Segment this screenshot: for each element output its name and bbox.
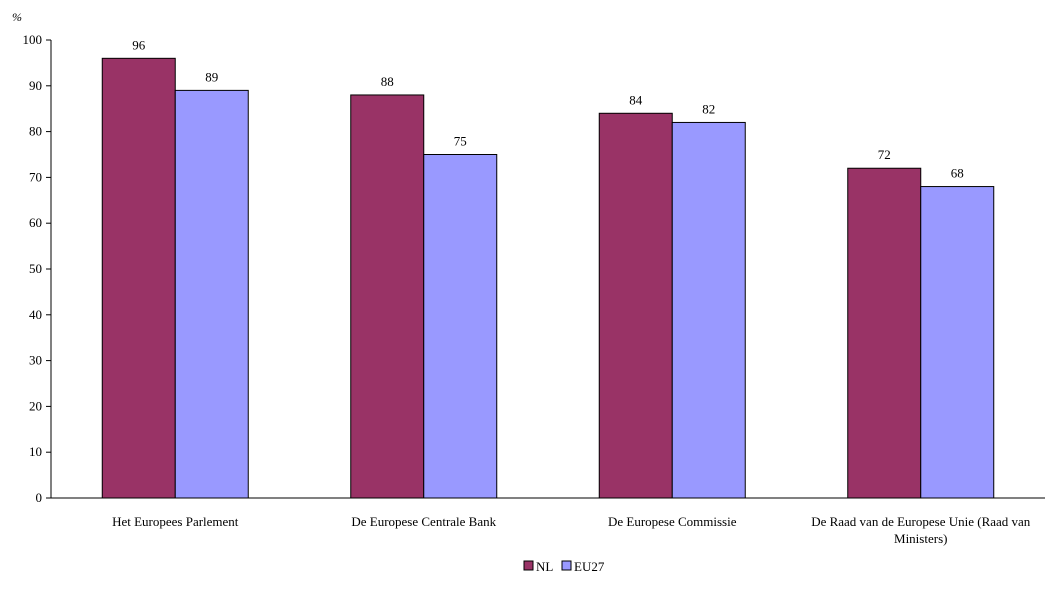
y-axis-label: % (12, 10, 22, 24)
bar-value-label: 75 (454, 134, 467, 149)
y-tick-label: 0 (36, 490, 43, 505)
bar-eu27 (423, 154, 498, 499)
y-tick-label: 60 (29, 215, 42, 230)
x-category-label: De Raad van de Europese Unie (Raad van Mi… (811, 514, 1031, 546)
x-axis-labels: Het Europees Parlement De Europese Centra… (112, 514, 1031, 546)
legend-swatch-nl (523, 560, 534, 571)
bar-nl (847, 167, 922, 499)
bar-value-label: 68 (951, 166, 964, 181)
y-tick-label: 50 (29, 261, 42, 276)
bar-eu27 (671, 121, 746, 499)
bar-nl (598, 112, 673, 499)
y-tick-label: 20 (29, 398, 42, 413)
y-axis-ticks: 0 10 20 30 40 50 60 70 80 90 100 (23, 32, 51, 505)
bar-nl (350, 94, 425, 499)
y-tick-label: 30 (29, 353, 42, 368)
bar-eu27 (920, 186, 995, 499)
bar-value-label: 72 (878, 147, 891, 162)
axes (50, 40, 1045, 499)
x-category-label: De Europese Commissie (608, 514, 737, 529)
bars: 96 89 88 75 84 82 72 68 (101, 37, 995, 499)
bar-nl (101, 57, 176, 499)
bar-value-label: 96 (132, 37, 146, 52)
x-category-label: De Europese Centrale Bank (351, 514, 496, 529)
legend-swatch-eu27 (561, 560, 572, 571)
bar-value-label: 84 (629, 92, 643, 107)
legend-label-eu27: EU27 (574, 559, 605, 574)
legend-label-nl: NL (536, 559, 553, 574)
y-tick-label: 80 (29, 124, 42, 139)
legend: NL EU27 (523, 559, 605, 574)
bar-eu27 (174, 89, 249, 499)
bar-value-label: 88 (381, 74, 394, 89)
y-tick-label: 10 (29, 444, 42, 459)
y-tick-label: 100 (23, 32, 43, 47)
bar-value-label: 89 (205, 69, 218, 84)
y-tick-label: 70 (29, 169, 42, 184)
y-tick-label: 40 (29, 307, 42, 322)
y-tick-label: 90 (29, 78, 42, 93)
bar-value-label: 82 (702, 101, 715, 116)
x-category-label: Het Europees Parlement (112, 514, 239, 529)
